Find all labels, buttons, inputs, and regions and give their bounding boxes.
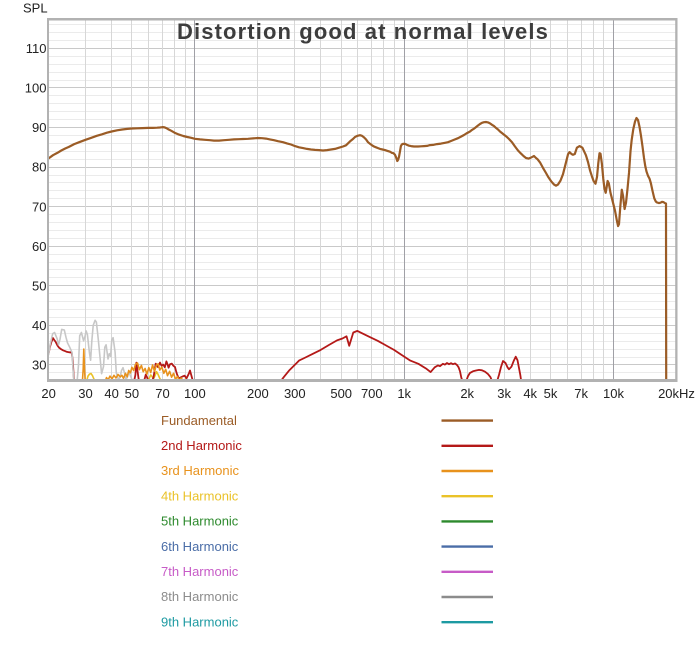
svg-text:2nd Harmonic: 2nd Harmonic — [161, 438, 242, 453]
svg-text:70: 70 — [32, 199, 46, 214]
svg-text:SPL: SPL — [23, 1, 48, 16]
svg-text:40: 40 — [104, 386, 118, 401]
svg-text:60: 60 — [32, 239, 46, 254]
svg-text:4k: 4k — [523, 386, 537, 401]
svg-text:5th Harmonic: 5th Harmonic — [161, 514, 239, 529]
svg-text:40: 40 — [32, 318, 46, 333]
svg-text:110: 110 — [26, 41, 47, 56]
svg-text:500: 500 — [330, 386, 352, 401]
svg-text:10k: 10k — [603, 386, 624, 401]
svg-text:700: 700 — [361, 386, 383, 401]
svg-text:6th Harmonic: 6th Harmonic — [161, 539, 239, 554]
svg-text:300: 300 — [284, 386, 306, 401]
svg-text:Distortion good at normal leve: Distortion good at normal levels — [177, 19, 549, 44]
svg-text:70: 70 — [155, 386, 169, 401]
svg-text:50: 50 — [32, 278, 46, 293]
svg-text:20kHz: 20kHz — [658, 386, 695, 401]
svg-text:3k: 3k — [497, 386, 511, 401]
svg-text:100: 100 — [25, 81, 47, 96]
svg-text:5k: 5k — [544, 386, 558, 401]
svg-text:100: 100 — [184, 386, 206, 401]
svg-text:50: 50 — [125, 386, 139, 401]
svg-text:7th Harmonic: 7th Harmonic — [161, 564, 239, 579]
svg-text:2k: 2k — [460, 386, 474, 401]
svg-text:Fundamental: Fundamental — [161, 413, 237, 428]
svg-text:200: 200 — [247, 386, 269, 401]
svg-text:9th Harmonic: 9th Harmonic — [161, 614, 239, 629]
svg-text:90: 90 — [32, 120, 46, 135]
svg-text:4th Harmonic: 4th Harmonic — [161, 488, 239, 503]
svg-text:20: 20 — [41, 386, 55, 401]
svg-text:30: 30 — [32, 358, 46, 373]
svg-text:80: 80 — [32, 160, 46, 175]
svg-text:30: 30 — [78, 386, 92, 401]
svg-text:1k: 1k — [397, 386, 411, 401]
svg-text:7k: 7k — [574, 386, 588, 401]
svg-text:3rd Harmonic: 3rd Harmonic — [161, 463, 240, 478]
svg-text:8th Harmonic: 8th Harmonic — [161, 589, 239, 604]
